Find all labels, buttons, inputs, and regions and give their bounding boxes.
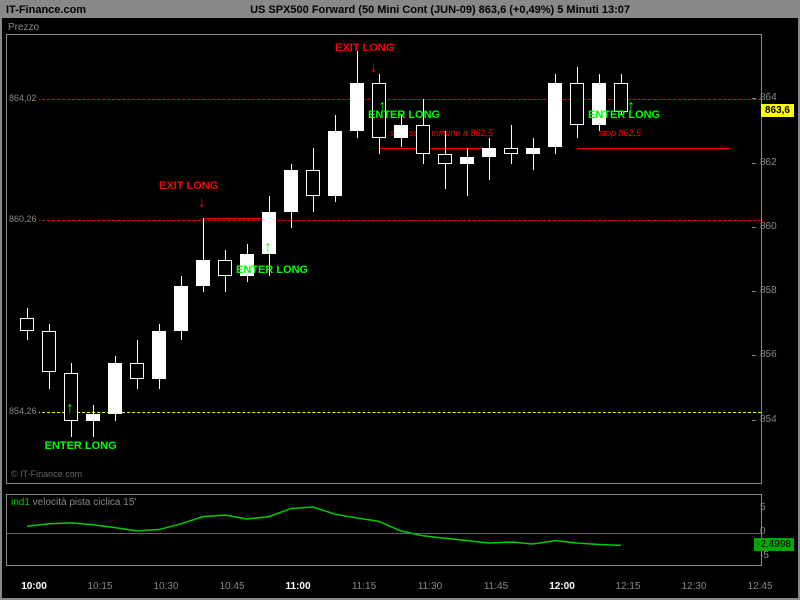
title-bar: IT-Finance.com US SPX500 Forward (50 Min… xyxy=(2,2,798,18)
ind-y-tick-label: 5 xyxy=(760,502,766,513)
candle xyxy=(460,35,474,485)
y-tick-label: 856 xyxy=(760,349,777,360)
indicator-chart[interactable]: ind1 velocità pista ciclica 15' xyxy=(6,494,762,566)
arrow-down-icon: ↓ xyxy=(370,59,378,77)
x-tick-label: 11:30 xyxy=(418,581,442,592)
price-label: Prezzo xyxy=(8,22,39,33)
candle xyxy=(306,35,320,485)
x-tick-label: 11:45 xyxy=(484,581,508,592)
candle xyxy=(328,35,342,485)
x-tick-label: 12:30 xyxy=(681,581,706,592)
y-tick-label: 858 xyxy=(760,285,777,296)
x-tick-label: 12:45 xyxy=(747,581,772,592)
candle xyxy=(108,35,122,485)
indicator-line xyxy=(7,495,763,567)
candle xyxy=(350,35,364,485)
current-price-badge: 863,6 xyxy=(761,104,794,117)
y-tick-label: 864 xyxy=(760,92,777,103)
candle xyxy=(86,35,100,485)
annotation-exit-long: EXIT LONG xyxy=(159,180,218,192)
candle xyxy=(262,35,276,485)
y-tick-label: 862 xyxy=(760,157,777,168)
x-tick-label: 11:00 xyxy=(285,581,310,592)
stop-line xyxy=(203,218,269,219)
arrow-up-icon: ↑ xyxy=(378,98,386,116)
candle xyxy=(152,35,166,485)
indicator-value-badge: -2,4998 xyxy=(754,538,794,551)
arrow-up-icon: ↑ xyxy=(264,239,272,257)
candle xyxy=(482,35,496,485)
candle xyxy=(438,35,452,485)
annotation-enter-long: ENTER LONG xyxy=(588,109,660,121)
candle xyxy=(20,35,34,485)
candle xyxy=(42,35,56,485)
x-tick-label: 10:30 xyxy=(153,581,178,592)
x-tick-label: 12:15 xyxy=(615,581,640,592)
watermark: © IT-Finance.com xyxy=(11,469,82,479)
candle xyxy=(240,35,254,485)
arrow-down-icon: ↓ xyxy=(198,194,206,212)
candle xyxy=(548,35,562,485)
candle xyxy=(196,35,210,485)
y-tick-label: 854 xyxy=(760,414,777,425)
y-tick-label: 860 xyxy=(760,221,777,232)
candle xyxy=(570,35,584,485)
ind-y-tick-label: -5 xyxy=(760,550,769,561)
x-tick-label: 10:00 xyxy=(21,581,47,592)
candle xyxy=(174,35,188,485)
candle xyxy=(592,35,606,485)
annotation-exit-long: EXIT LONG xyxy=(335,42,394,54)
x-tick-label: 10:45 xyxy=(219,581,244,592)
x-tick-label: 10:15 xyxy=(87,581,112,592)
arrow-up-icon: ↑ xyxy=(627,98,635,116)
y-axis-indicator: -5 0 5 xyxy=(758,494,794,566)
x-tick-label: 12:00 xyxy=(549,581,575,592)
arrow-up-icon: ↑ xyxy=(66,400,74,418)
candle xyxy=(504,35,518,485)
x-axis: 09:4510:0010:1510:3010:4511:0011:1511:30… xyxy=(6,576,762,594)
candle xyxy=(614,35,628,485)
candle xyxy=(394,35,408,485)
x-tick-label: 11:15 xyxy=(352,581,376,592)
annotation-enter-long: ENTER LONG xyxy=(45,440,117,452)
header-brand: IT-Finance.com xyxy=(6,4,86,16)
candle xyxy=(416,35,430,485)
candle xyxy=(526,35,540,485)
chart-window: IT-Finance.com US SPX500 Forward (50 Min… xyxy=(0,0,800,600)
candle xyxy=(218,35,232,485)
main-chart[interactable]: 864,02860,26854,26stop sotto minimo a 86… xyxy=(6,34,762,484)
annotation-enter-long: ENTER LONG xyxy=(236,264,308,276)
candle xyxy=(284,35,298,485)
candle xyxy=(130,35,144,485)
ind-y-tick-label: 0 xyxy=(760,526,766,537)
header-title: US SPX500 Forward (50 Mini Cont (JUN-09)… xyxy=(86,4,794,16)
y-axis-main: 854 856 858 860 862 864 xyxy=(758,34,794,484)
